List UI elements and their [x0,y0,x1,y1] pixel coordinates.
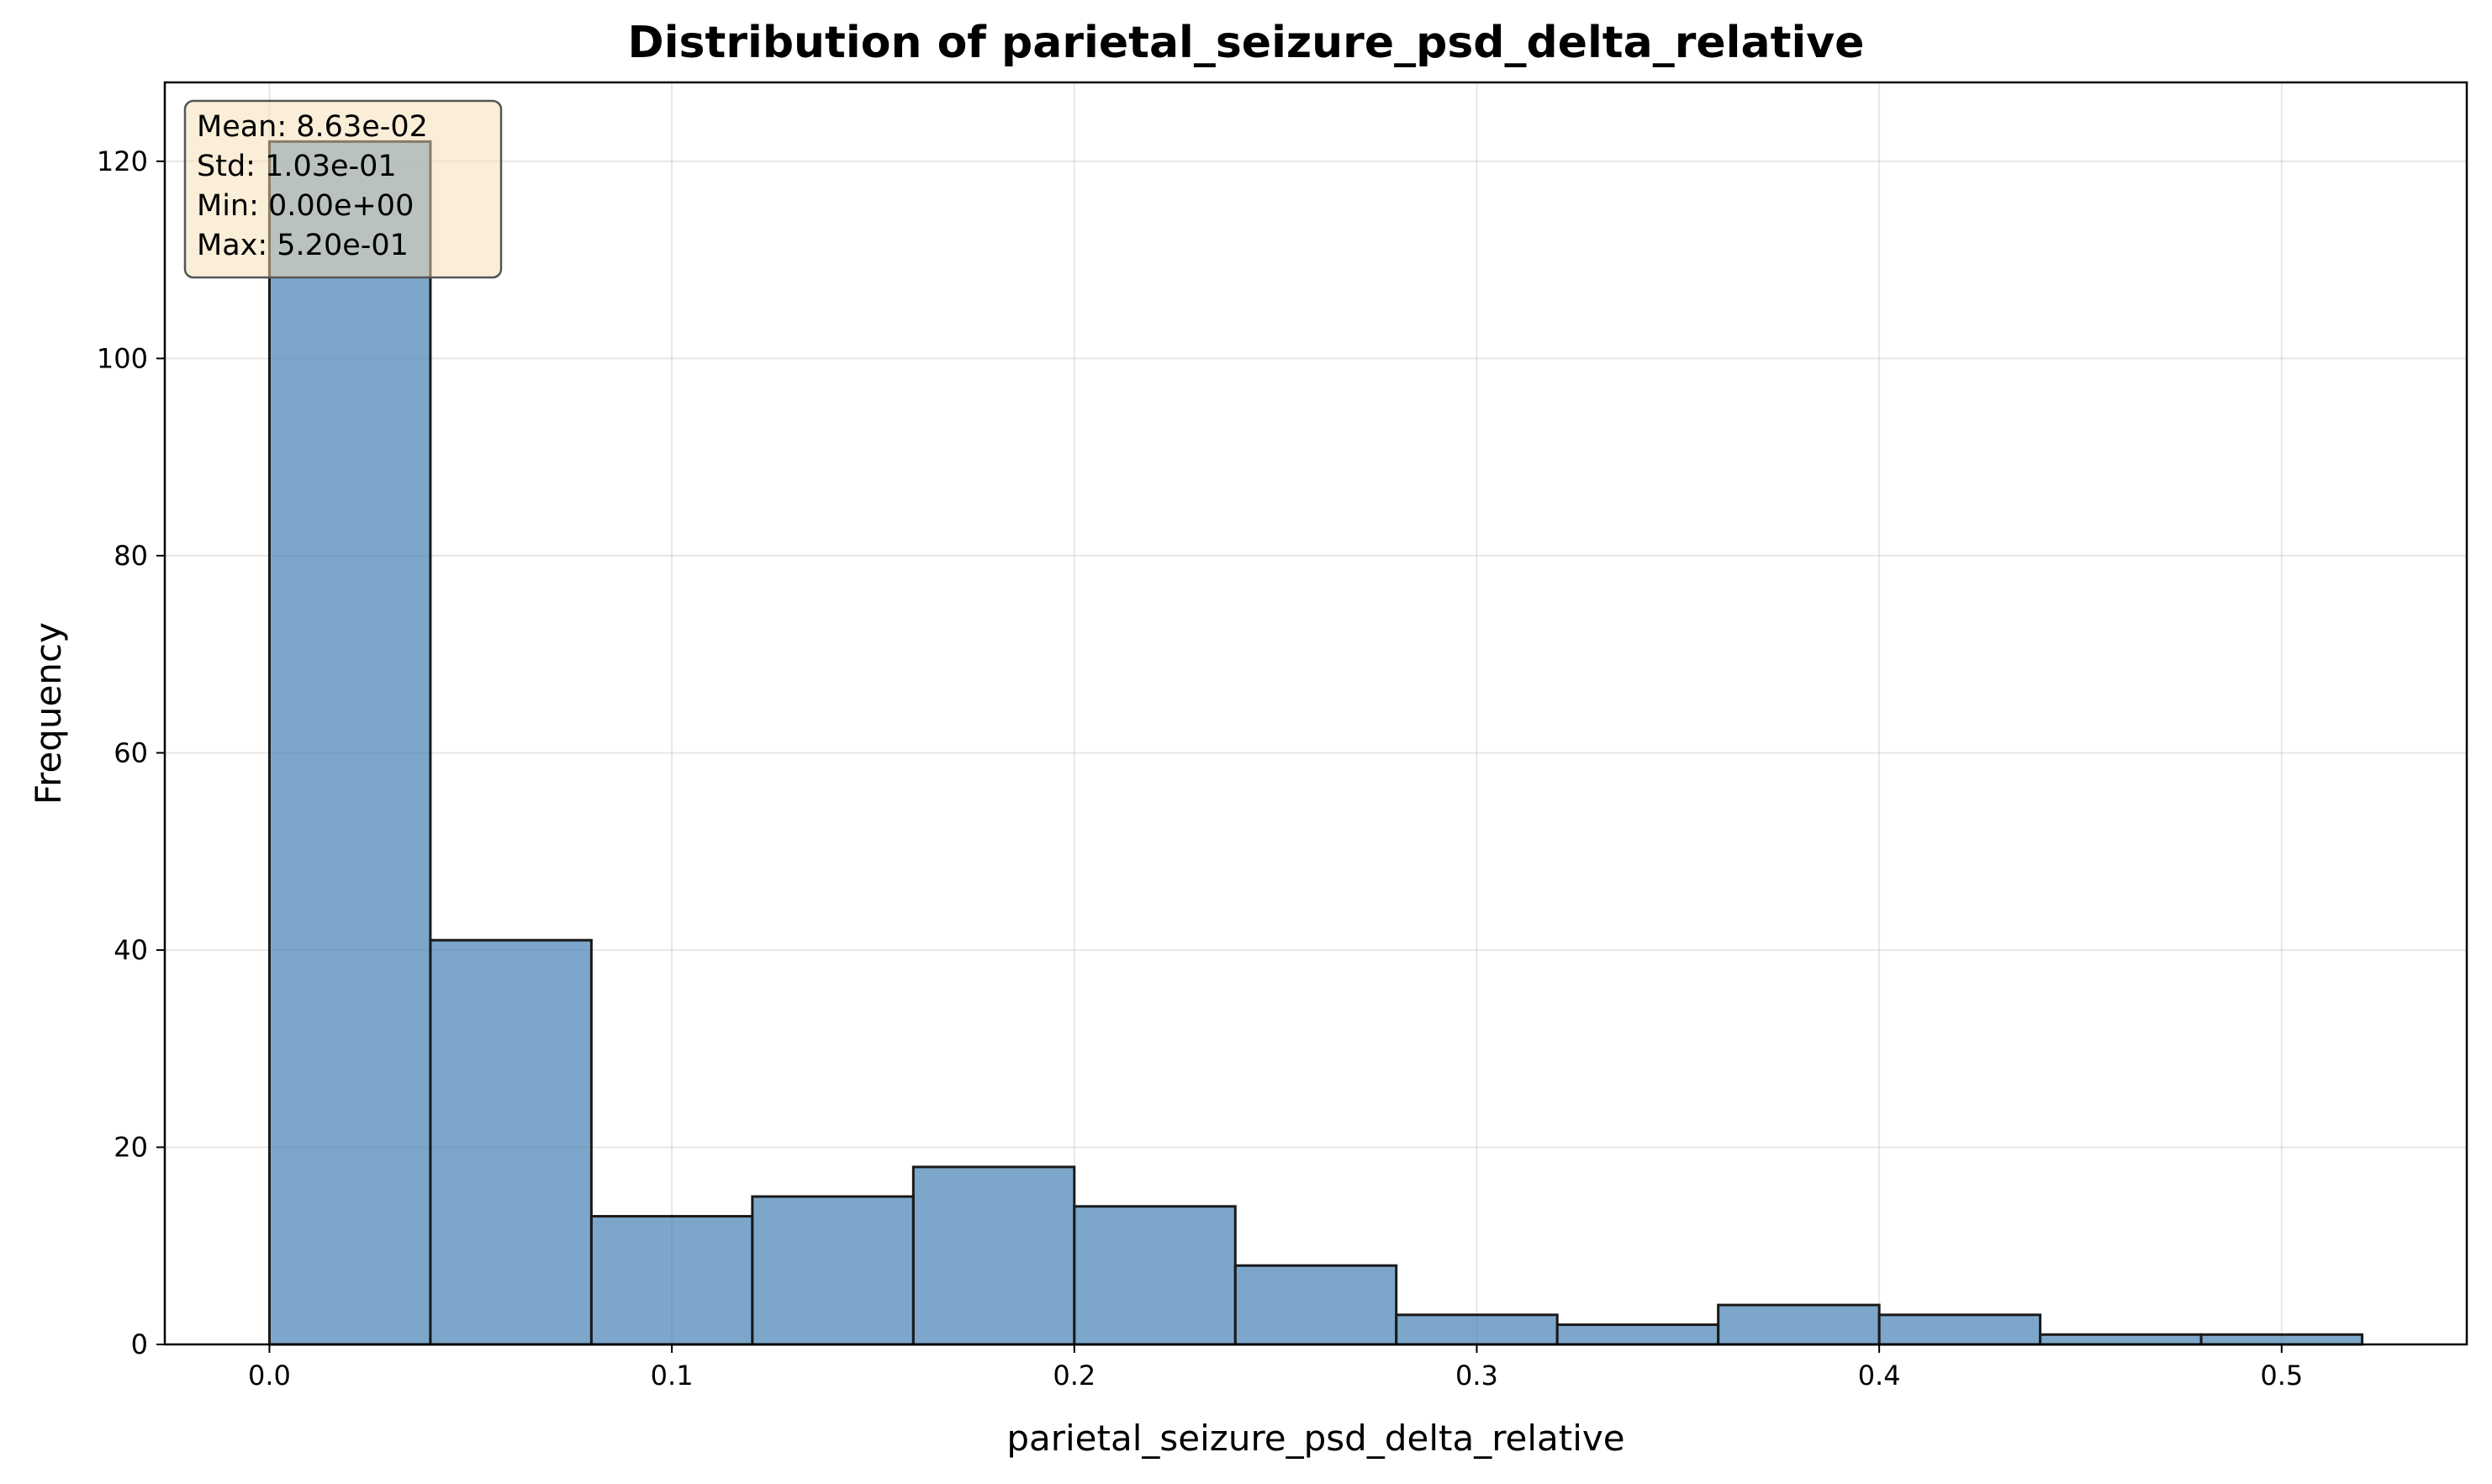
summary-stats-box: Mean: 8.63e-02 Std: 1.03e-01 Min: 0.00e+… [183,99,503,279]
histogram-bar [429,938,593,1346]
x-tick-label: 0.3 [1455,1360,1498,1392]
y-tick-label: 100 [97,342,148,374]
stats-std: Std: 1.03e-01 [197,150,397,183]
x-axis-label: parietal_seizure_psd_delta_relative [1006,1418,1624,1459]
histogram-bar [2039,1333,2203,1346]
histogram-bar [1555,1323,1720,1346]
histogram-bar [1877,1313,2042,1346]
x-tick-label: 0.2 [1053,1360,1096,1392]
histogram-bar [2199,1333,2364,1346]
x-tick-label: 0.5 [2260,1360,2303,1392]
stats-min: Min: 0.00e+00 [197,189,414,223]
histogram-bar [1717,1303,1881,1346]
stats-box-background [183,99,503,279]
histogram-bars [267,140,2364,1346]
chart-title: Distribution of parietal_seizure_psd_del… [628,18,1865,68]
x-tick-label: 0.1 [651,1360,694,1392]
histogram-bar [589,1215,754,1346]
histogram-bar [1233,1264,1398,1346]
y-tick-label: 80 [114,540,148,572]
x-tick-label: 0.4 [1858,1360,1901,1392]
x-axis-ticks: 0.0 0.1 0.2 0.3 0.4 0.5 [248,1344,2303,1392]
y-axis-label: Frequency [28,622,69,805]
y-tick-label: 0 [131,1328,148,1360]
x-tick-label: 0.0 [248,1360,291,1392]
plot-area-frame [163,81,2468,1346]
histogram-bar [1073,1205,1237,1346]
histogram-bar [751,1195,915,1346]
y-tick-label: 60 [114,737,148,768]
y-tick-label: 120 [97,145,148,177]
histogram-bar [267,140,432,1346]
y-tick-label: 20 [114,1131,148,1163]
y-tick-label: 40 [114,934,148,966]
y-axis-ticks: 0 20 40 60 80 100 120 [97,145,165,1360]
histogram-bar [911,1165,1076,1346]
stats-max: Max: 5.20e-01 [197,229,409,262]
histogram-bar [1395,1313,1559,1346]
stats-mean: Mean: 8.63e-02 [197,110,428,144]
